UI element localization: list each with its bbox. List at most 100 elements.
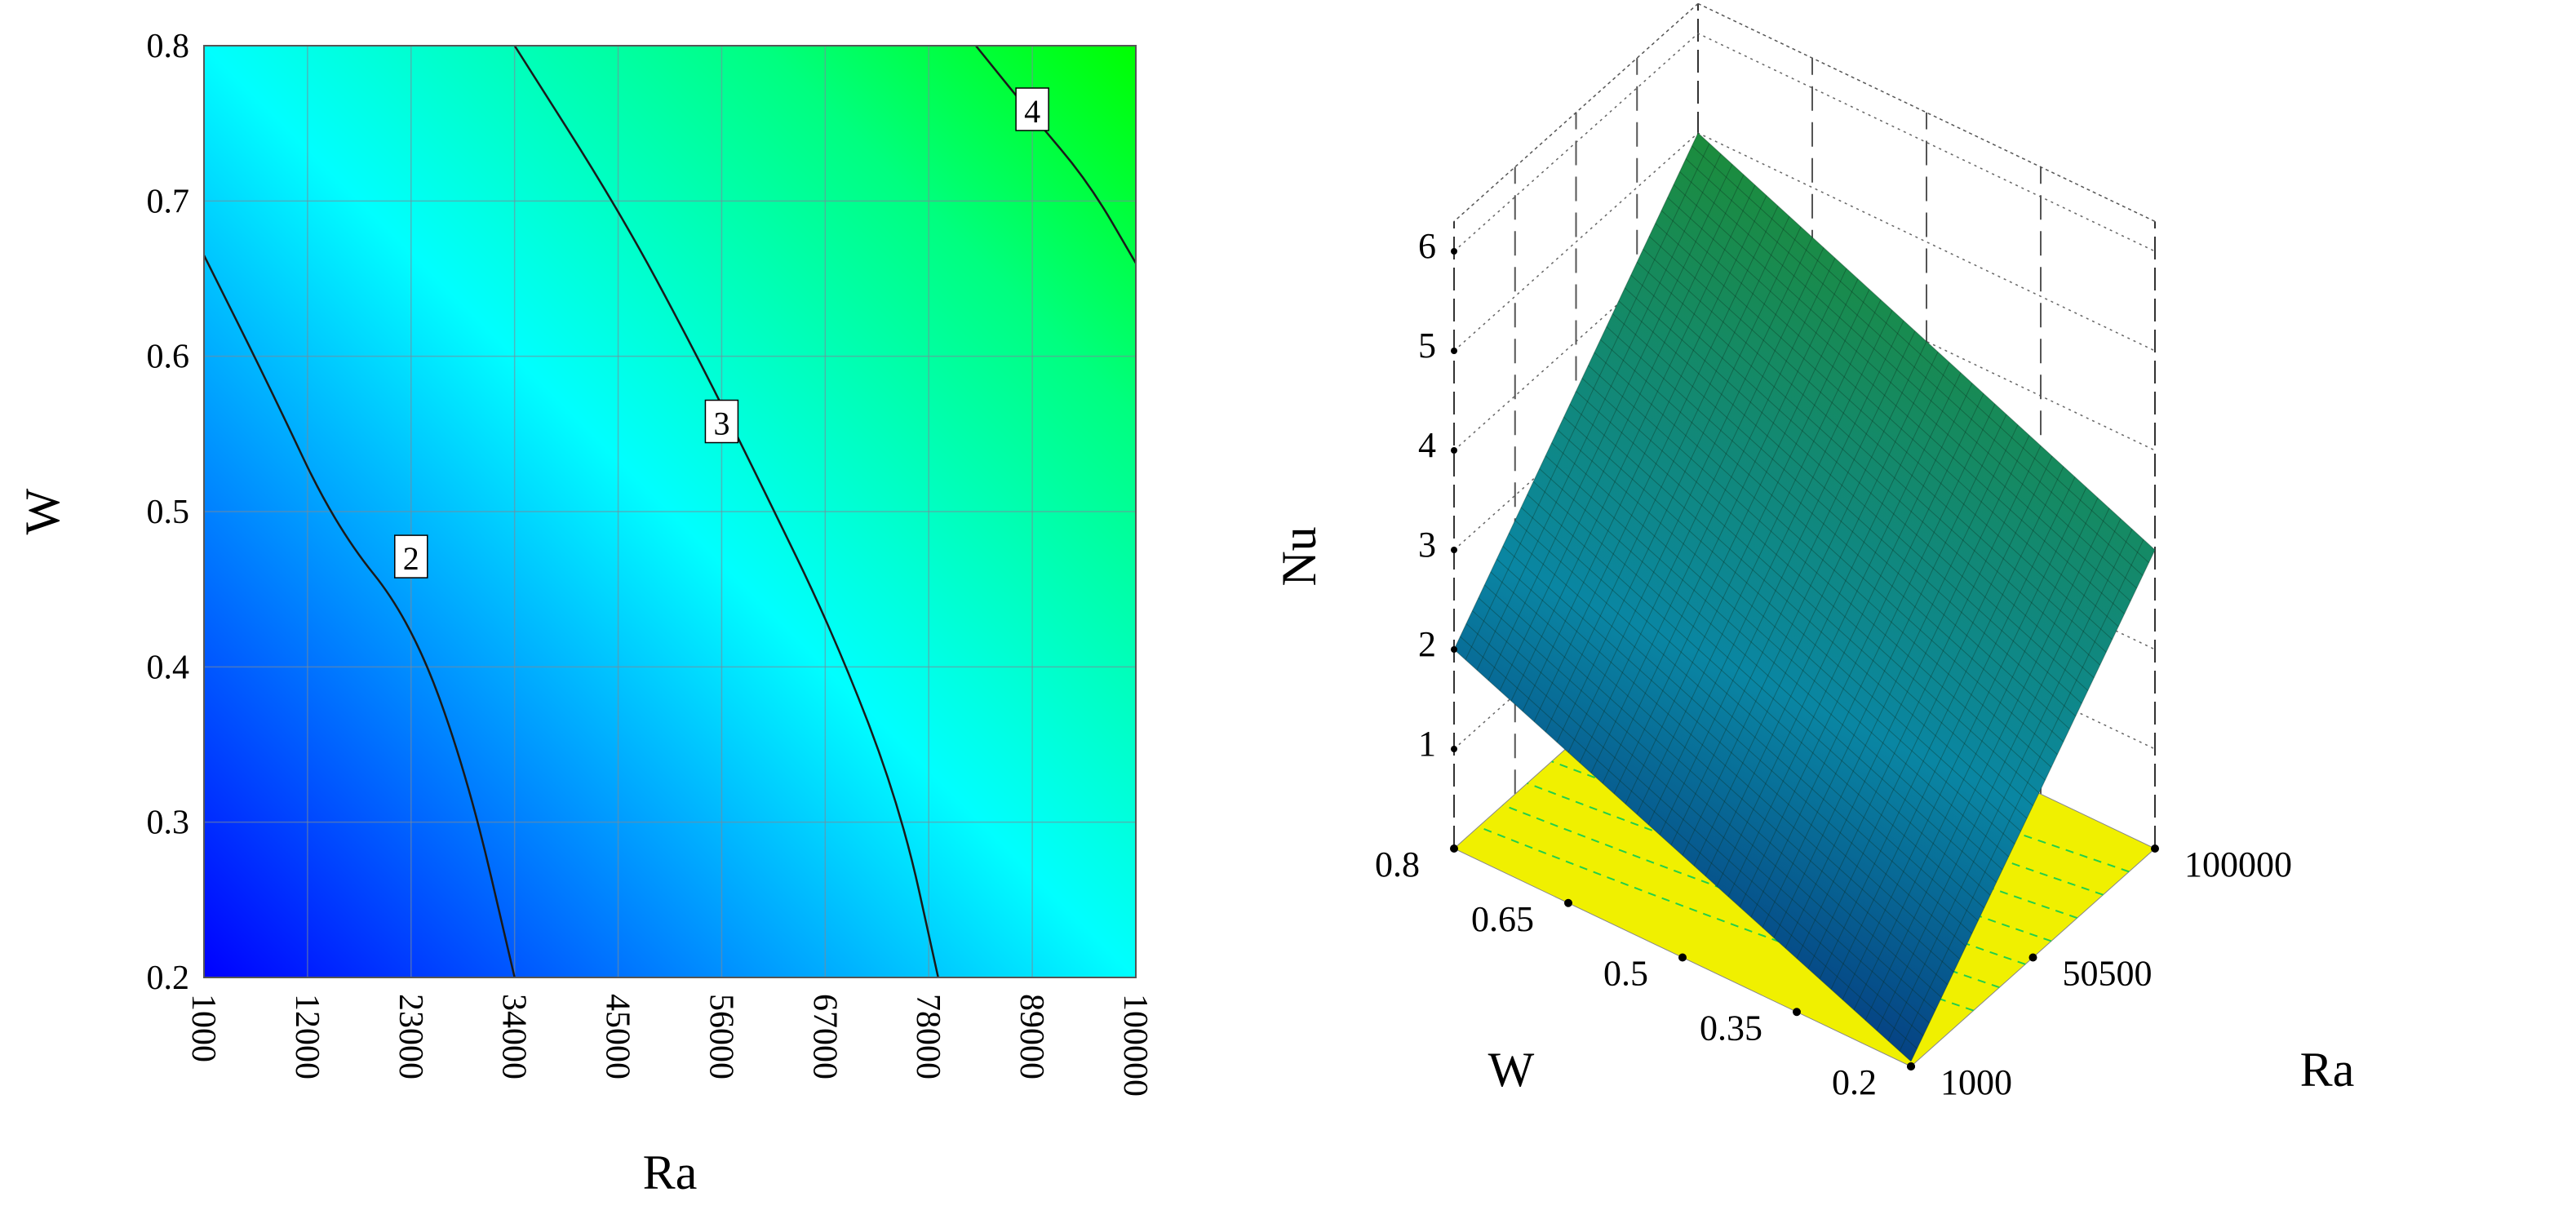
contour-level-labels: 2 3 4 (394, 87, 1049, 578)
contour-y-axis-label: W (16, 488, 69, 534)
surface-mesh-line (1496, 558, 1954, 973)
back-top-edge-left (1453, 2, 1699, 222)
contour-level-label: 4 (1024, 93, 1040, 130)
z-tick-label: 3 (1418, 525, 1436, 565)
surface-mesh-line (1785, 435, 2030, 949)
surface-mesh-line (1533, 206, 1779, 722)
surface-mesh-line (1691, 145, 2149, 564)
surface-mesh-line (1508, 533, 1966, 947)
surface-z-ticks: 1 2 3 4 5 6 (1418, 226, 1457, 764)
surface-mesh-line (1613, 278, 1859, 794)
contour-y-ticks: 0.2 0.3 0.4 0.5 0.6 0.7 0.8 (147, 28, 190, 997)
contour-label-box (704, 399, 739, 444)
surface-mesh-line (1660, 210, 2119, 627)
ra-tick-label: 100000 (2184, 844, 2292, 884)
surface-mesh-line (1569, 403, 2028, 819)
surface-mesh-line (1472, 610, 1930, 1024)
contour-label-box (394, 534, 428, 578)
surface-mesh-line (1819, 466, 2064, 980)
contour-line-level-2 (204, 255, 516, 977)
z-tick-label: 2 (1418, 624, 1436, 664)
w-tick-mark (1793, 1008, 1801, 1017)
contour-x-tick-label: 89000 (1013, 994, 1050, 1079)
surface-mesh-line (1465, 623, 1924, 1036)
surface-mesh-line (1682, 341, 1927, 856)
surface-mesh-line (1520, 507, 1979, 921)
surface-mesh-line (1618, 300, 2077, 717)
z-tick-mark (1451, 746, 1457, 752)
surface-ra-ticks: 1000 50500 100000 (1907, 844, 2292, 1102)
surface-mesh-line (1807, 455, 2053, 969)
contour-plot: 2 3 4 1000 12000 23000 34000 45000 56000 67000 78… (16, 28, 1154, 1199)
contour-x-tick-label: 67000 (805, 994, 843, 1079)
surface-mesh-line (1499, 174, 1745, 691)
surface-mesh-line (1514, 520, 1973, 934)
surface-mesh-line (1727, 383, 1973, 898)
surface-mesh-line (1465, 143, 1710, 660)
contour-level-label: 3 (713, 406, 729, 442)
surface-mesh-line (1532, 481, 1991, 896)
surface-mesh-line (1643, 249, 2101, 666)
surface-mesh-line (1510, 184, 1756, 702)
surface-mesh-line (1476, 153, 1722, 671)
surface-mesh-line (1453, 649, 1912, 1062)
surface-z-axis-label: Nu (1272, 526, 1326, 586)
surface-w-ticks: 0.2 0.35 0.5 0.65 0.8 (1375, 844, 1915, 1102)
surface-w-axis-label: W (1488, 1043, 1535, 1097)
w-tick-label: 0.35 (1700, 1008, 1762, 1048)
contour-x-tick-label: 100000 (1116, 994, 1154, 1097)
z-tick-label: 1 (1418, 724, 1436, 764)
surface-mesh-line (1659, 320, 1904, 835)
contour-plot-frame (203, 45, 1137, 978)
surface-mesh-line (1648, 236, 2107, 653)
surface-mesh-line (1606, 326, 2064, 742)
contour-y-tick-label: 0.5 (147, 494, 190, 531)
z-tick-label: 4 (1418, 425, 1436, 465)
surface-mesh-line (1581, 378, 2040, 794)
surface-mesh-line (1624, 287, 2082, 704)
z-tick-mark (1451, 348, 1457, 354)
contour-y-tick-label: 0.6 (147, 339, 190, 376)
surface-mesh-line (1705, 361, 1950, 876)
surface-mesh-line (1716, 372, 1962, 887)
surface-mesh-line (1685, 158, 2144, 576)
surface-mesh-lines (1453, 132, 2156, 1062)
surface-mesh-line (1647, 309, 1893, 825)
surface-mesh-line (1762, 414, 2007, 929)
surface-mesh-line (1551, 442, 2009, 858)
surface-mesh-line (1556, 226, 1802, 742)
surface-mesh-line (1545, 215, 1790, 733)
contour-x-tick-label: 56000 (702, 994, 739, 1079)
contour-level-label: 2 (403, 540, 419, 577)
ra-tick-mark (2151, 844, 2159, 853)
surface-mesh-line (1484, 584, 1942, 998)
z-tick-mark (1451, 248, 1457, 255)
z-tick-label: 5 (1418, 326, 1436, 366)
contour-x-tick-label: 1000 (184, 994, 222, 1062)
ra-tick-label: 1000 (1940, 1062, 2012, 1102)
contour-x-axis-label: Ra (643, 1146, 698, 1199)
surface-mesh-line (1502, 546, 1961, 960)
z-tick-mark (1451, 447, 1457, 454)
surface-mesh-line (1830, 476, 2076, 990)
ra-tick-label: 50500 (2063, 954, 2153, 994)
surface-mesh (1454, 133, 2155, 1062)
surface-mesh-line (1670, 330, 1916, 846)
contour-x-tick-label: 45000 (599, 994, 636, 1079)
surface-mesh-line (1539, 468, 1997, 883)
contour-y-tick-label: 0.7 (147, 183, 190, 220)
w-tick-mark (1450, 844, 1458, 853)
surface-mesh-line (1460, 636, 1918, 1049)
surface-mesh-line (1478, 597, 1936, 1011)
surface-mesh-line (1887, 529, 2133, 1041)
surface-mesh-line (1842, 487, 2087, 1000)
ra-tick-mark (2028, 953, 2037, 962)
surface-mesh-line (1563, 416, 2021, 832)
surface-mesh-line (1576, 391, 2033, 806)
z-tick-label: 6 (1418, 226, 1436, 266)
surface-mesh-line (1600, 339, 2058, 756)
surface-mesh-line (1910, 549, 2156, 1062)
z-tick-mark (1451, 547, 1457, 553)
ra-tick-mark (1907, 1062, 1915, 1070)
contour-x-tick-label: 12000 (288, 994, 326, 1079)
